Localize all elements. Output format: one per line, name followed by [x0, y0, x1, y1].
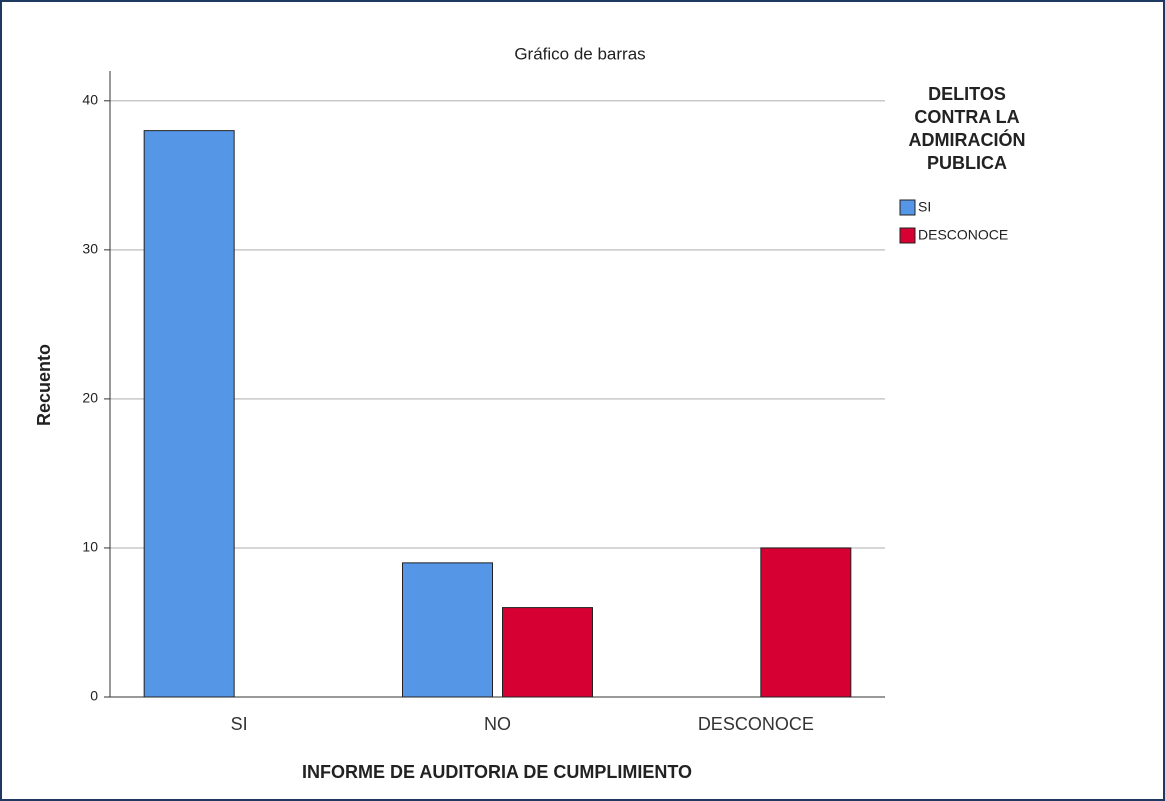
legend-label: SI — [918, 199, 931, 215]
y-tick-label: 30 — [82, 241, 98, 257]
legend-title: CONTRA LA — [914, 107, 1019, 127]
bar — [760, 547, 852, 698]
legend-swatch — [899, 199, 916, 216]
x-tick-label: DESCONOCE — [698, 714, 814, 734]
y-tick-label: 20 — [82, 390, 98, 406]
y-axis-title: Recuento — [34, 344, 54, 426]
bar — [402, 562, 493, 698]
legend-swatch — [899, 227, 916, 244]
legend-title: PUBLICA — [927, 153, 1007, 173]
bar — [502, 607, 593, 698]
legend-title: DELITOS — [928, 84, 1006, 104]
x-axis-title: INFORME DE AUDITORIA DE CUMPLIMIENTO — [302, 762, 692, 782]
x-tick-label: NO — [484, 714, 511, 734]
legend-label: DESCONOCE — [918, 227, 1008, 243]
chart-title: Gráfico de barras — [514, 44, 645, 63]
y-tick-label: 0 — [90, 688, 98, 704]
y-tick-label: 40 — [82, 92, 98, 108]
legend-title: ADMIRACIÓN — [909, 129, 1026, 150]
x-tick-label: SI — [231, 714, 248, 734]
y-tick-label: 10 — [82, 539, 98, 555]
bar — [143, 130, 235, 698]
